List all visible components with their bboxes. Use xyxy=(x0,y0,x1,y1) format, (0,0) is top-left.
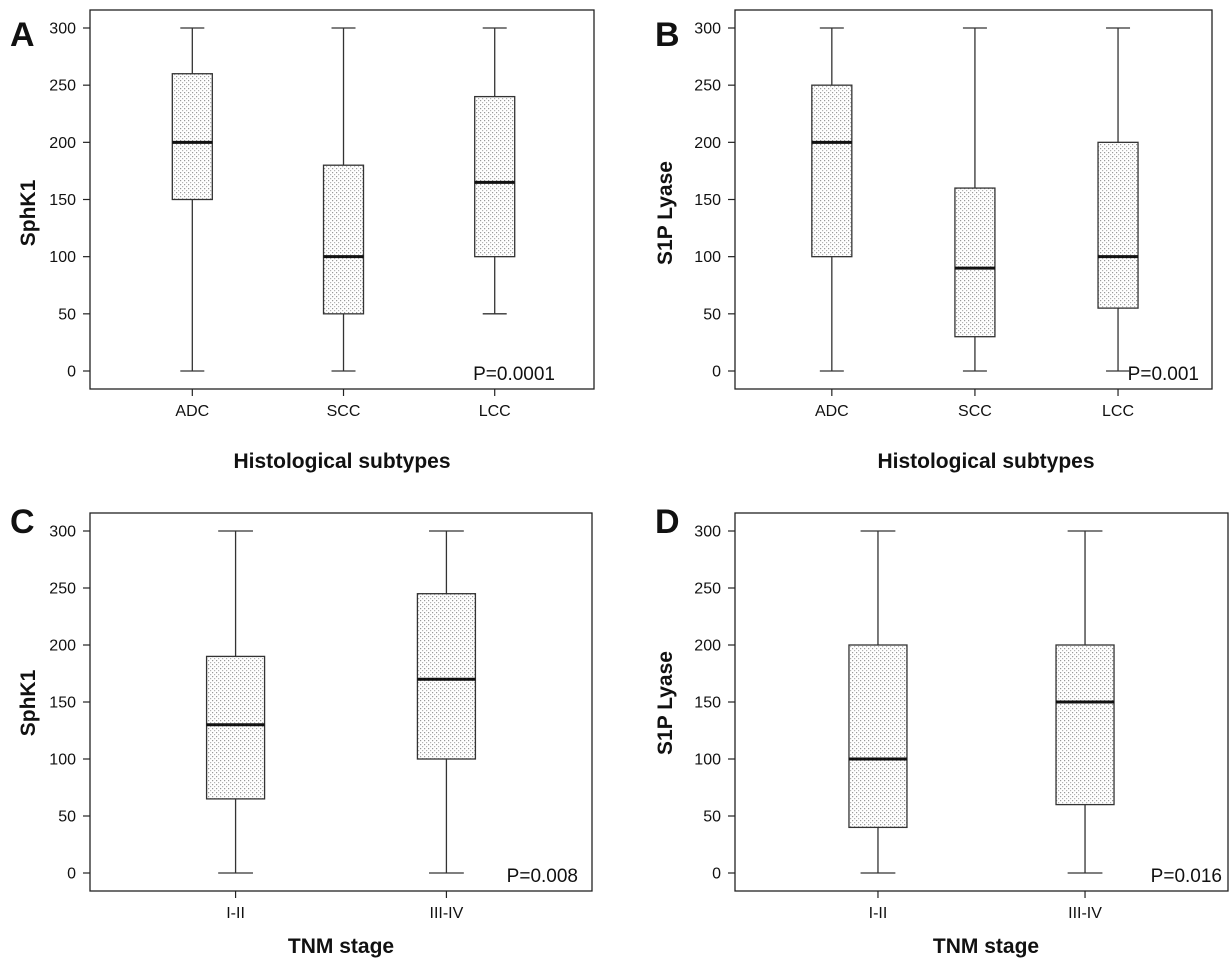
box-I-II xyxy=(205,530,266,874)
iqr-box xyxy=(474,95,516,258)
p-value-annotation: P=0.016 xyxy=(1151,866,1222,887)
plot-frame xyxy=(89,512,593,892)
box-III-IV xyxy=(416,530,477,874)
iqr-box xyxy=(322,164,365,315)
box-ADC xyxy=(171,27,213,372)
x-axis-label: TNM stage xyxy=(288,935,394,958)
y-axis: 0 50 100 150 200 250 300 xyxy=(694,21,735,381)
x-axis: ADC SCC LCC xyxy=(175,389,511,420)
x-tick-label: ADC xyxy=(175,403,209,420)
x-axis-label: Histological subtypes xyxy=(877,450,1094,473)
panel-letter: C xyxy=(10,503,35,541)
box-ADC xyxy=(811,27,853,372)
x-tick-label: III-IV xyxy=(430,905,464,922)
x-tick-label: SCC xyxy=(327,403,361,420)
y-tick-label: 100 xyxy=(49,249,76,266)
x-tick-label: SCC xyxy=(958,403,992,420)
x-axis: I-II III-IV xyxy=(226,891,464,922)
x-axis-label: TNM stage xyxy=(933,935,1039,958)
plot-area: 0 50 100 150 200 250 300 ADC SCC LCC xyxy=(694,9,1213,420)
x-axis: ADC SCC LCC xyxy=(815,389,1134,420)
iqr-box xyxy=(205,655,266,800)
y-tick-label: 250 xyxy=(49,581,76,598)
y-axis-label: SphK1 xyxy=(17,179,40,246)
panel-b: B S1P Lyase Histological subtypes P=0.00… xyxy=(654,9,1213,473)
iqr-box xyxy=(416,593,477,760)
panel-c: C SphK1 TNM stage P=0.008 0 50 100 150 2… xyxy=(10,503,593,958)
y-tick-label: 300 xyxy=(49,524,76,541)
plot-frame xyxy=(734,512,1229,892)
panel-d: D S1P Lyase TNM stage P=0.016 0 50 100 1… xyxy=(654,503,1229,958)
x-axis-label: Histological subtypes xyxy=(233,450,450,473)
iqr-box xyxy=(811,84,853,258)
y-tick-label: 300 xyxy=(49,21,76,38)
p-value-annotation: P=0.0001 xyxy=(473,364,555,385)
panel-letter: D xyxy=(655,503,680,541)
y-tick-label: 50 xyxy=(58,809,76,826)
y-tick-label: 200 xyxy=(694,135,721,152)
y-tick-label: 50 xyxy=(703,306,721,323)
y-tick-label: 200 xyxy=(694,638,721,655)
y-tick-label: 200 xyxy=(49,135,76,152)
y-tick-label: 250 xyxy=(694,78,721,95)
box-III-IV xyxy=(1055,530,1115,874)
box-SCC xyxy=(322,27,365,372)
boxes xyxy=(811,27,1139,372)
iqr-box xyxy=(848,644,908,829)
iqr-box xyxy=(1055,644,1115,806)
y-tick-label: 100 xyxy=(694,752,721,769)
x-tick-label: LCC xyxy=(479,403,511,420)
y-axis-label: S1P Lyase xyxy=(654,161,677,265)
iqr-box xyxy=(1097,141,1139,309)
box-LCC xyxy=(474,27,516,315)
boxes xyxy=(205,530,477,874)
x-tick-label: ADC xyxy=(815,403,849,420)
y-tick-label: 0 xyxy=(67,364,76,381)
y-tick-label: 150 xyxy=(49,695,76,712)
y-axis: 0 50 100 150 200 250 300 xyxy=(49,21,90,381)
iqr-box xyxy=(954,187,996,338)
y-axis: 0 50 100 150 200 250 300 xyxy=(694,524,735,883)
y-tick-label: 50 xyxy=(703,809,721,826)
boxes xyxy=(171,27,516,372)
y-tick-label: 250 xyxy=(694,581,721,598)
y-tick-label: 150 xyxy=(49,192,76,209)
x-axis: I-II III-IV xyxy=(869,891,1102,922)
y-tick-label: 0 xyxy=(67,866,76,883)
x-tick-label: I-II xyxy=(226,905,245,922)
x-tick-label: III-IV xyxy=(1068,905,1102,922)
plot-area: 0 50 100 150 200 250 300 I-II III-IV xyxy=(49,512,593,922)
box-LCC xyxy=(1097,27,1139,372)
y-tick-label: 100 xyxy=(49,752,76,769)
x-tick-label: I-II xyxy=(869,905,888,922)
plot-area: 0 50 100 150 200 250 300 I-II III-IV xyxy=(694,512,1229,922)
y-axis-label: SphK1 xyxy=(17,669,40,736)
y-tick-label: 250 xyxy=(49,78,76,95)
y-tick-label: 150 xyxy=(694,192,721,209)
iqr-box xyxy=(171,73,213,201)
panel-a: A SphK1 Histological subtypes P=0.0001 0… xyxy=(10,9,595,473)
y-axis-label: S1P Lyase xyxy=(654,651,677,755)
p-value-annotation: P=0.001 xyxy=(1128,364,1199,385)
y-axis: 0 50 100 150 200 250 300 xyxy=(49,524,90,883)
y-tick-label: 150 xyxy=(694,695,721,712)
x-tick-label: LCC xyxy=(1102,403,1134,420)
y-tick-label: 50 xyxy=(58,306,76,323)
y-tick-label: 300 xyxy=(694,21,721,38)
y-tick-label: 300 xyxy=(694,524,721,541)
plot-area: 0 50 100 150 200 250 300 ADC SCC LCC xyxy=(49,9,595,420)
panel-letter: A xyxy=(10,16,35,54)
y-tick-label: 100 xyxy=(694,249,721,266)
p-value-annotation: P=0.008 xyxy=(507,866,578,887)
y-tick-label: 0 xyxy=(712,364,721,381)
y-tick-label: 0 xyxy=(712,866,721,883)
box-SCC xyxy=(954,27,996,372)
box-I-II xyxy=(848,530,908,874)
boxes xyxy=(848,530,1115,874)
y-tick-label: 200 xyxy=(49,638,76,655)
panel-letter: B xyxy=(655,16,680,54)
